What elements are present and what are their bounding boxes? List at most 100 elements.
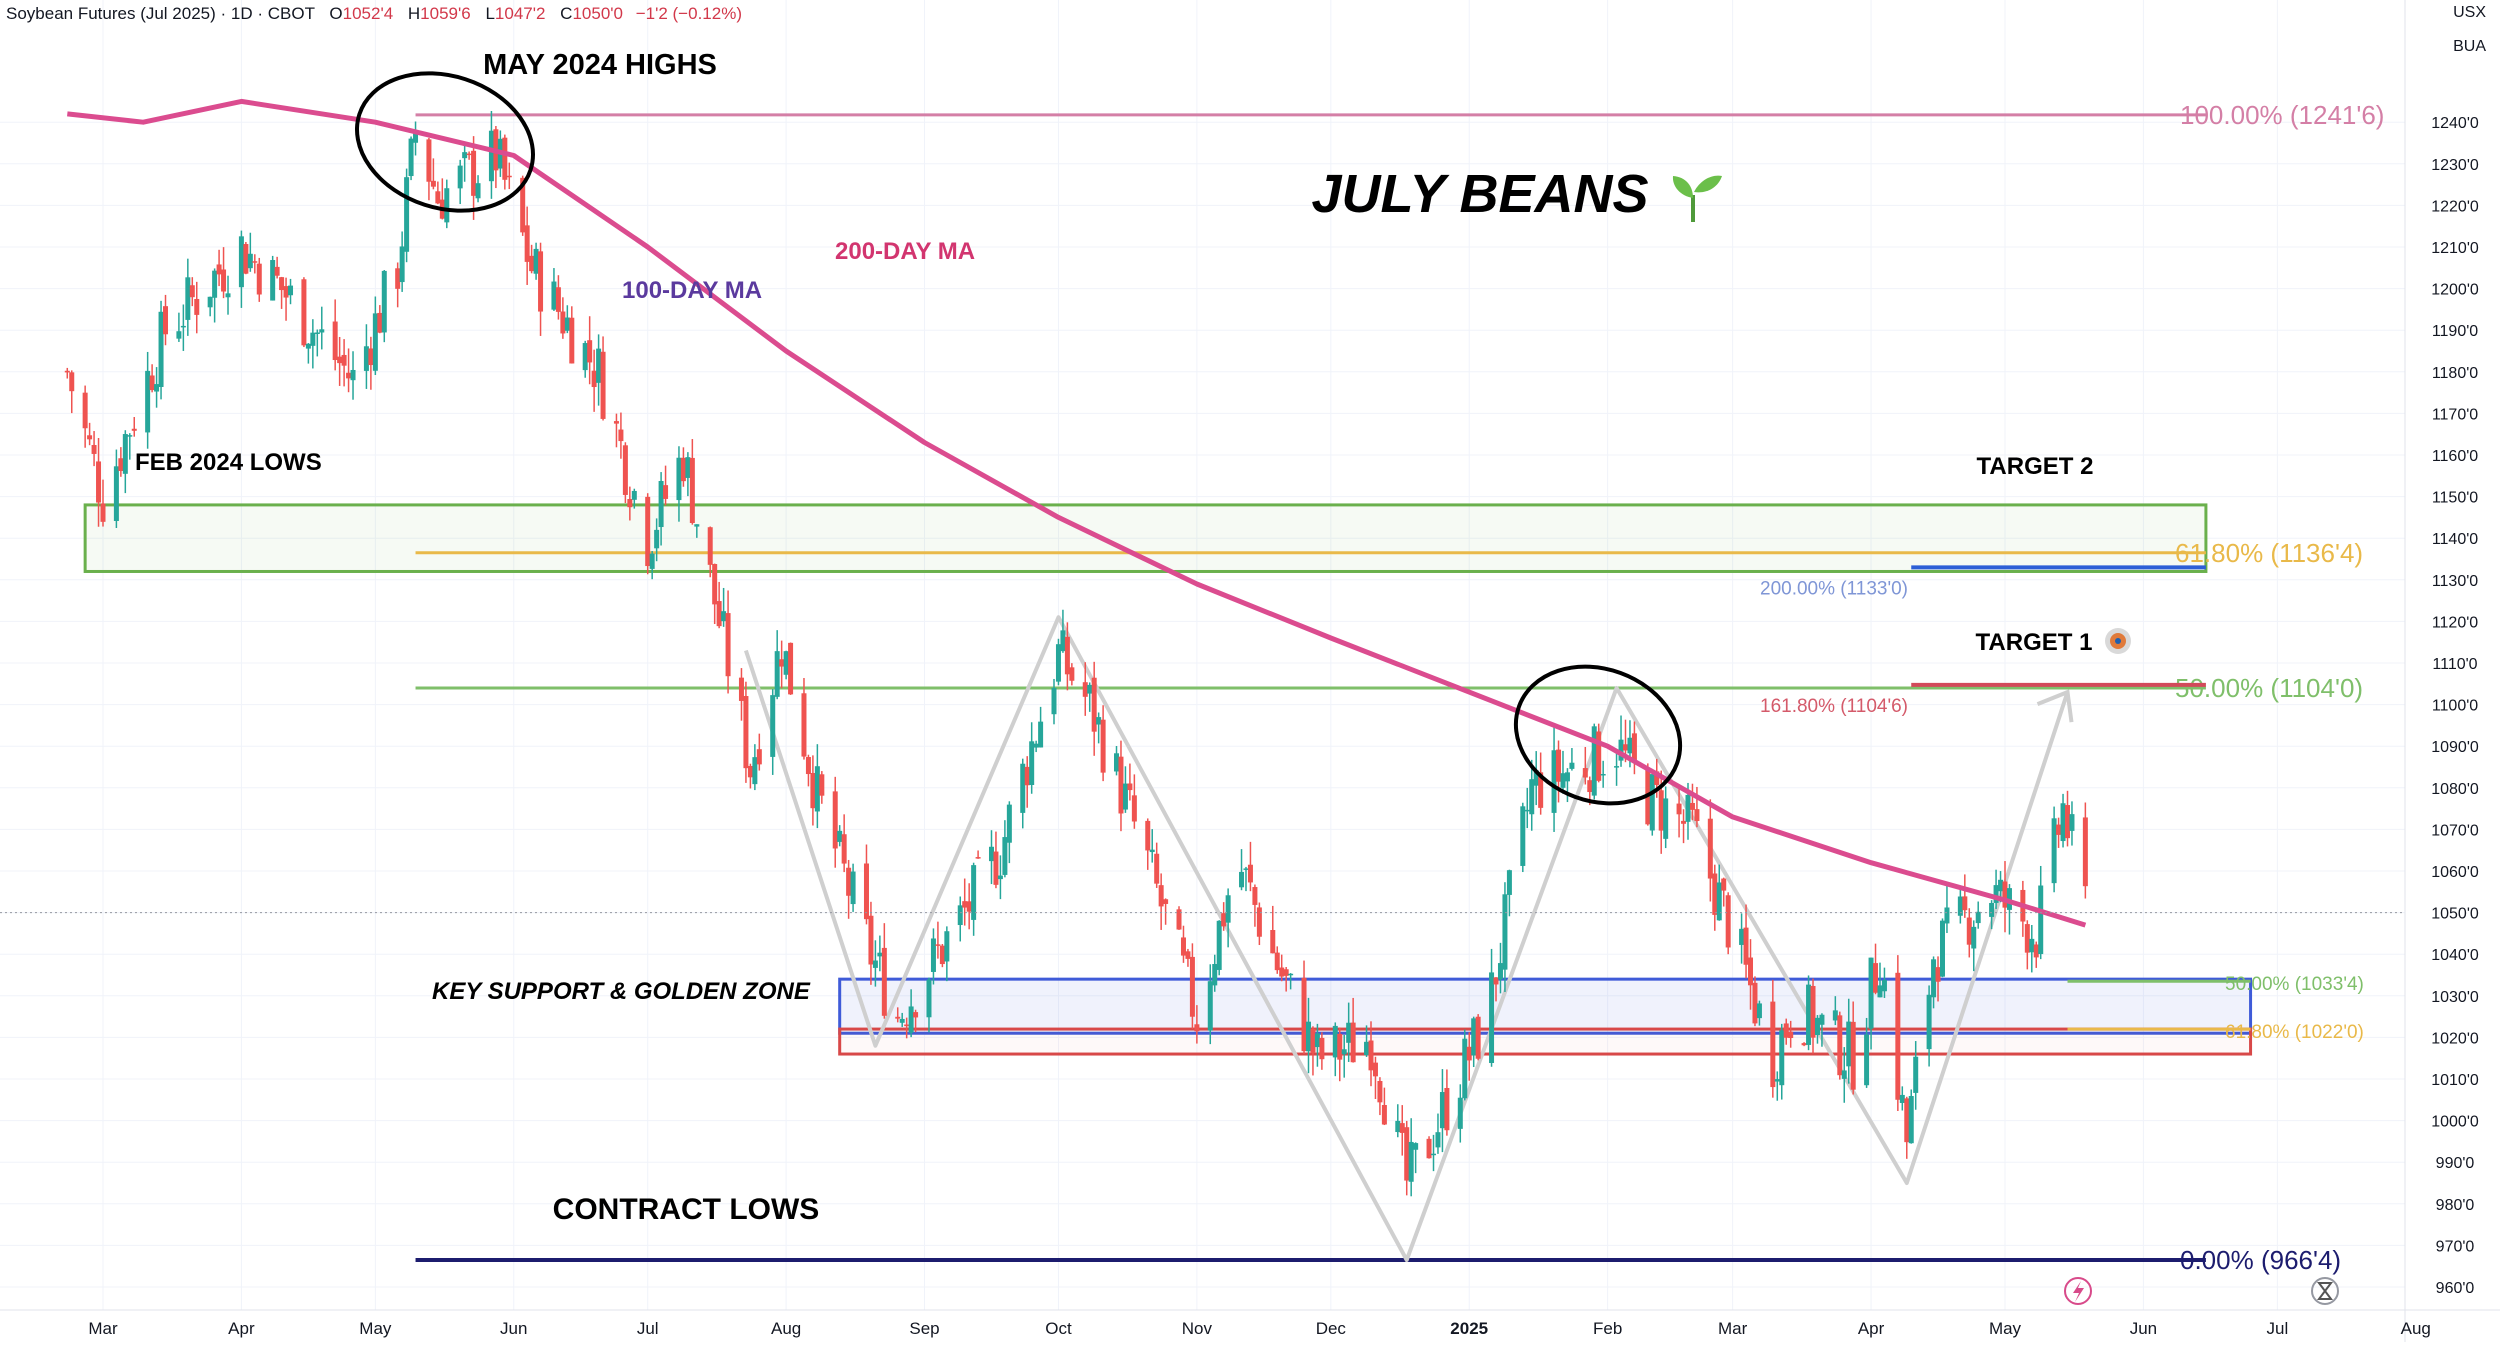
candle-body [1399, 1123, 1405, 1133]
candle-body [189, 285, 195, 298]
candles [64, 110, 2088, 1197]
candle-body [582, 343, 588, 371]
candle-body [1971, 926, 1977, 949]
x-tick-label: Jul [637, 1319, 659, 1338]
low-value: 1047'2 [494, 4, 546, 23]
candle-body [444, 188, 450, 223]
candle-body [1158, 885, 1164, 907]
y-tick-label: 1030'0 [2431, 989, 2479, 1006]
x-tick-label: Apr [1858, 1319, 1885, 1338]
candle-body [1819, 1014, 1825, 1025]
price-axis-bg [2405, 0, 2500, 1342]
lightning-icon [2064, 1277, 2092, 1305]
candle-body [631, 490, 637, 500]
candle-body [1341, 1049, 1347, 1055]
fib-618-top-label: 61.80% (1136'4) [2175, 538, 2363, 568]
y-tick-label: 1160'0 [2432, 448, 2478, 465]
x-tick-label: Mar [88, 1319, 118, 1338]
candle-body [216, 264, 222, 275]
x-tick-label: Jul [2266, 1319, 2288, 1338]
candle-body [64, 370, 70, 373]
candle-body [1939, 920, 1945, 977]
symbol-header: Soybean Futures (Jul 2025) · 1D · CBOT O… [6, 4, 742, 24]
candle-body [1055, 644, 1061, 682]
x-tick-label: Sep [909, 1319, 939, 1338]
candle-body [895, 1016, 901, 1019]
levels: 100.00% (1241'6) 61.80% (1136'4) 50.00% (1… [415, 100, 2384, 1275]
candle-body [1837, 1015, 1843, 1076]
candle-body [1591, 726, 1597, 796]
candle-body [850, 871, 856, 905]
y-tick-label: 1140'0 [2432, 531, 2478, 548]
candle-body [1163, 899, 1169, 904]
candle-body [381, 270, 387, 333]
open-value: 1052'4 [342, 4, 394, 23]
candle-body [122, 434, 128, 474]
seedling-icon [1672, 175, 1722, 222]
candle-body [1462, 1038, 1468, 1099]
candle-body [1310, 1028, 1316, 1053]
high-label: H [407, 4, 421, 23]
candle-body [1216, 920, 1222, 970]
y-tick-label: 1220'0 [2431, 198, 2479, 215]
y-tick-label: 970'0 [2436, 1238, 2475, 1255]
candle-body [1149, 849, 1155, 853]
chart-title: JULY BEANS [1311, 164, 1648, 224]
support-zone-label: KEY SUPPORT & GOLDEN ZONE [432, 978, 811, 1005]
currency-label[interactable]: USX [2453, 4, 2486, 21]
candle-body [1439, 1092, 1445, 1129]
target-icon-center [2115, 638, 2121, 644]
x-tick-label: Oct [1045, 1319, 1072, 1338]
candle-body [1685, 794, 1691, 822]
candle-body [1850, 1021, 1856, 1090]
candle-body [1966, 917, 1972, 945]
candle-body [1114, 753, 1120, 772]
y-tick-label: 980'0 [2436, 1197, 2475, 1214]
ext-200-label: 200.00% (1133'0) [1760, 578, 1908, 599]
feb-2024-lows-box [83, 503, 2208, 573]
candle-body [1627, 737, 1633, 754]
candle-body [801, 693, 807, 757]
candle-body [1707, 818, 1713, 879]
candle-body [1350, 1022, 1356, 1063]
candle-body [1899, 1094, 1905, 1103]
candle-body [288, 285, 294, 296]
candle-body [1587, 780, 1593, 793]
y-tick-label: 1090'0 [2431, 739, 2479, 756]
candle-body [538, 251, 544, 312]
unit-label[interactable]: BUA [2453, 38, 2486, 55]
candle-body [694, 524, 700, 527]
candle-body [221, 269, 227, 292]
candle-body [350, 369, 356, 381]
candle-body [788, 642, 794, 695]
candle-body [426, 139, 432, 182]
candle-body [966, 901, 972, 912]
candle-body [176, 331, 182, 339]
contract-lows-label: CONTRACT LOWS [553, 1193, 820, 1226]
candle-body [1279, 967, 1285, 977]
candle-body [689, 457, 695, 524]
candle-body [430, 180, 436, 187]
candle-body [1551, 750, 1557, 813]
candle-body [247, 253, 253, 269]
candle-body [1520, 806, 1526, 866]
candle-body [82, 392, 88, 429]
x-tick-label: 2025 [1450, 1319, 1488, 1338]
candle-body [1904, 1098, 1910, 1143]
candle-body [904, 1024, 910, 1027]
candle-body [1913, 1056, 1919, 1093]
candle-body [1864, 1034, 1870, 1086]
candle-body [154, 384, 160, 392]
candle-body [279, 277, 285, 291]
candle-body [2060, 803, 2066, 842]
candle-body [1252, 887, 1258, 905]
candle-body [1935, 967, 1941, 982]
candle-body [1408, 1141, 1414, 1182]
candle-body [779, 659, 785, 667]
candle-body [1346, 1022, 1352, 1043]
candle-body [131, 428, 137, 431]
candle-body [1868, 957, 1874, 1029]
y-tick-label: 960'0 [2436, 1280, 2475, 1297]
